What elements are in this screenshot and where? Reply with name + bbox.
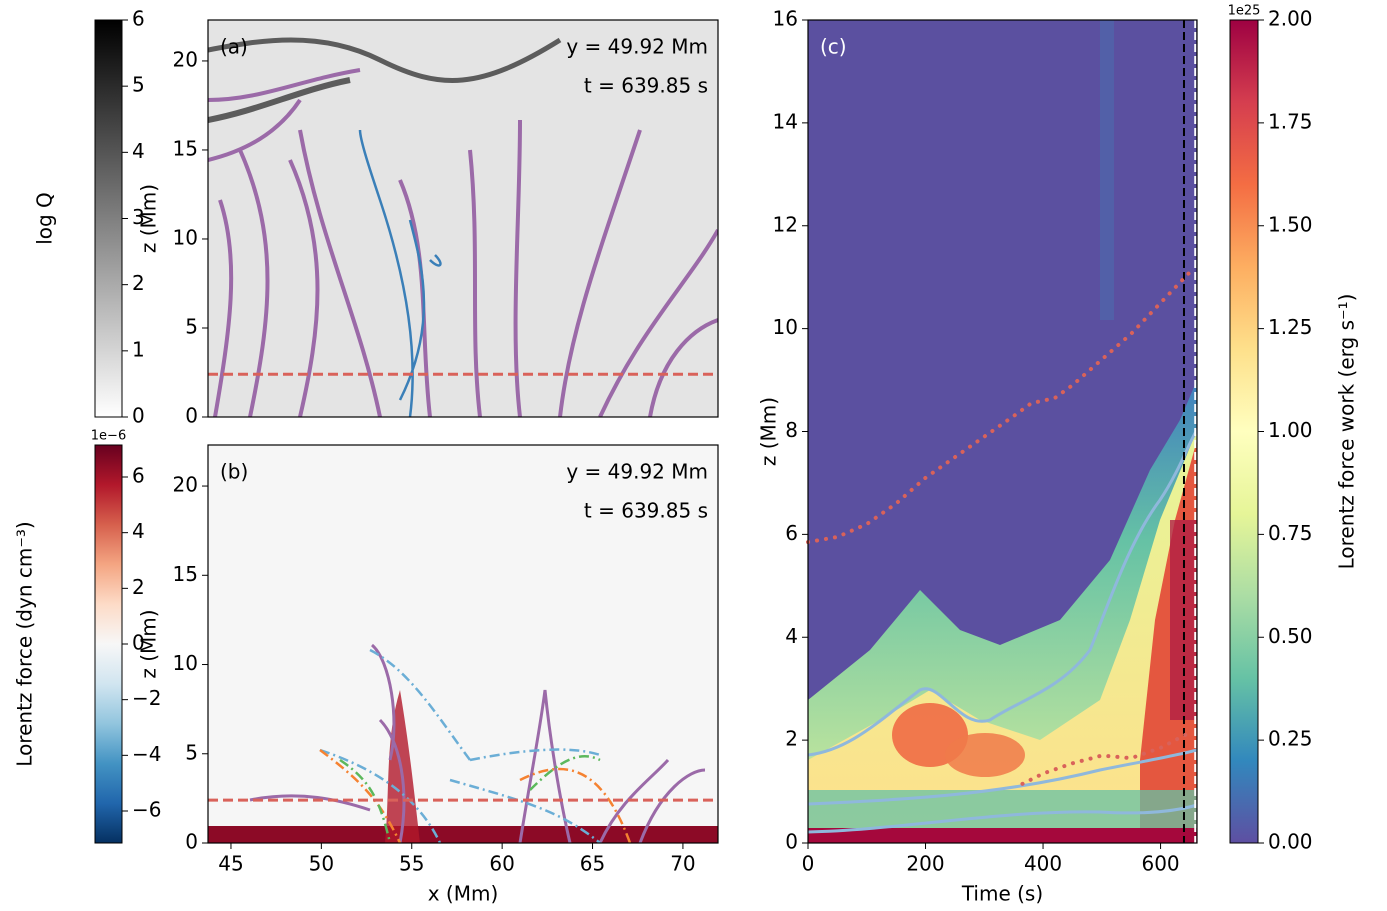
x-tick-label: 50 <box>309 852 334 876</box>
colorbar-tick-label: 0 <box>132 631 145 655</box>
y-tick-label: 5 <box>185 314 198 338</box>
colorbar <box>94 19 123 418</box>
plot-frame <box>207 444 719 844</box>
colorbar-label: Lorentz force (dyn cm⁻³) <box>13 521 37 766</box>
colorbar-tick-label: 0 <box>132 404 145 428</box>
y-axis-label: z (Mm) <box>757 397 781 466</box>
y-tick-label: 6 <box>785 521 798 545</box>
x-tick-label: 70 <box>670 852 695 876</box>
annotation: y = 49.92 Mm <box>566 35 708 59</box>
y-tick-label: 15 <box>173 562 198 586</box>
x-tick-label: 0 <box>802 852 815 876</box>
colorbar-tick-label: 2 <box>132 575 145 599</box>
y-tick-label: 2 <box>785 727 798 751</box>
colorbar-tick-label: 6 <box>132 464 145 488</box>
colorbar-tick-label: −2 <box>132 686 161 710</box>
y-axis-label: z (Mm) <box>137 609 161 678</box>
y-tick-label: 5 <box>185 740 198 764</box>
colorbar-tick-label: 2 <box>132 271 145 295</box>
x-tick-label: 60 <box>489 852 514 876</box>
colorbar-tick-label: 1.25 <box>1268 315 1313 339</box>
panel-label: (a) <box>220 35 248 59</box>
y-tick-label: 0 <box>185 830 198 854</box>
y-tick-label: 14 <box>773 109 798 133</box>
colorbar-tick-label: 2.00 <box>1268 7 1313 31</box>
colorbar <box>94 444 123 844</box>
dotted-line <box>806 270 1192 545</box>
image-a <box>208 20 718 417</box>
colorbar-tick-label: 1.75 <box>1268 109 1313 133</box>
colorbar-tick-label: 1.50 <box>1268 212 1313 236</box>
image-b <box>208 445 718 843</box>
colorbar-tick-label: 0.00 <box>1268 830 1313 854</box>
y-tick-label: 0 <box>185 404 198 428</box>
colorbar-label: Lorentz force work (erg s⁻¹) <box>1335 294 1359 570</box>
colorbar-tick-label: 0.25 <box>1268 727 1313 751</box>
y-tick-label: 12 <box>773 212 798 236</box>
panel-label: (c) <box>820 35 847 59</box>
colorbar-tick-label: 1.00 <box>1268 418 1313 442</box>
x-tick-label: 200 <box>906 852 944 876</box>
y-tick-label: 10 <box>773 315 798 339</box>
x-tick-label: 600 <box>1141 852 1179 876</box>
x-axis-label: Time (s) <box>961 882 1043 906</box>
colorbar-tick-label: −4 <box>132 742 161 766</box>
x-tick-label: 55 <box>399 852 424 876</box>
x-axis-label: x (Mm) <box>428 882 499 906</box>
colorbar-tick-label: 0.50 <box>1268 624 1313 648</box>
annotation: y = 49.92 Mm <box>566 460 708 484</box>
colorbar-label: log Q <box>33 192 57 245</box>
y-tick-label: 20 <box>173 47 198 71</box>
y-tick-label: 8 <box>785 418 798 442</box>
colorbar-tick-label: 6 <box>132 7 145 31</box>
colorbar-tick-label: 3 <box>132 205 145 229</box>
colorbar-tick-label: 4 <box>132 519 145 543</box>
annotation: t = 639.85 s <box>584 74 708 98</box>
colorbar-tick-label: −6 <box>132 797 161 821</box>
colorbar-offset: 1e25 <box>1228 4 1261 19</box>
y-tick-label: 15 <box>173 136 198 160</box>
plot-frame <box>207 19 719 418</box>
colorbar-tick-label: 1 <box>132 337 145 361</box>
y-tick-label: 0 <box>785 830 798 854</box>
y-tick-label: 16 <box>773 7 798 31</box>
dotted-line <box>1020 730 1192 786</box>
x-tick-label: 400 <box>1024 852 1062 876</box>
colorbar <box>1229 19 1259 844</box>
y-tick-label: 4 <box>785 624 798 648</box>
panel-label: (b) <box>220 460 248 484</box>
y-axis-label: z (Mm) <box>137 184 161 253</box>
image-c <box>808 20 1197 843</box>
x-tick-label: 45 <box>218 852 243 876</box>
colorbar-tick-label: 0.75 <box>1268 521 1313 545</box>
y-tick-label: 20 <box>173 473 198 497</box>
y-tick-label: 10 <box>173 651 198 675</box>
annotation: t = 639.85 s <box>584 499 708 523</box>
y-tick-label: 10 <box>173 225 198 249</box>
colorbar-tick-label: 5 <box>132 73 145 97</box>
x-tick-label: 65 <box>580 852 605 876</box>
colorbar-offset: 1e−6 <box>91 429 126 444</box>
colorbar-tick-label: 4 <box>132 139 145 163</box>
